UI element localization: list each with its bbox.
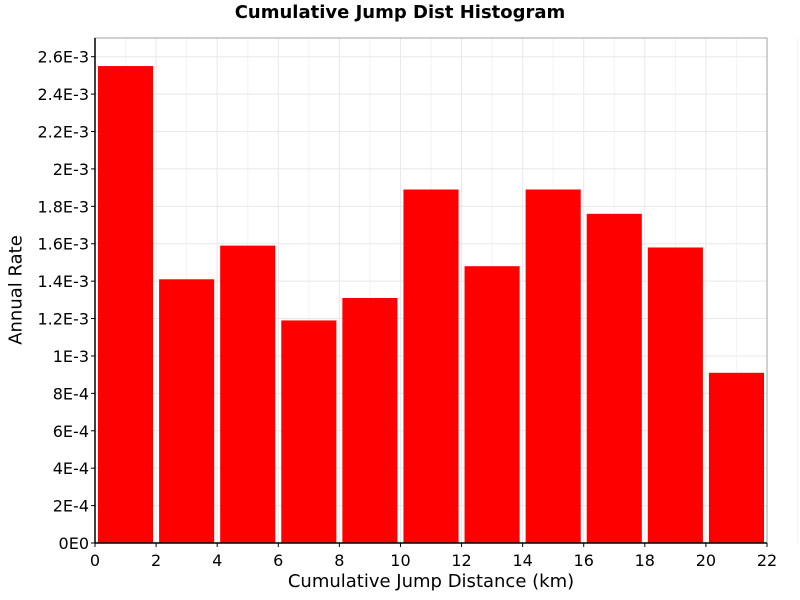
x-tick-label: 20 [696, 551, 716, 570]
y-tick-label: 8E-4 [53, 384, 89, 403]
y-tick-label: 1E-3 [53, 347, 89, 366]
y-tick-label: 0E0 [59, 534, 89, 553]
x-axis-label: Cumulative Jump Distance (km) [287, 571, 575, 592]
x-tick-label: 10 [390, 551, 410, 570]
axes: 0 2 4 6 8 10 12 14 16 18 20 22 0E0 2E-4 4E-4 6E-4 8E-4 1E… [37, 37, 777, 570]
y-tick-label: 4E-4 [53, 459, 89, 478]
y-tick-label: 1.2E-3 [37, 310, 89, 329]
bars [98, 66, 764, 544]
x-tick-label: 16 [574, 551, 594, 570]
y-tick-label: 2.2E-3 [37, 123, 89, 142]
y-tick-label: 1.6E-3 [37, 235, 89, 254]
bar-7 [525, 189, 581, 543]
y-tick-label: 6E-4 [53, 422, 89, 441]
y-axis-label: Annual Rate [5, 235, 27, 345]
x-tick-label: 8 [334, 551, 344, 570]
y-tick-label: 1.8E-3 [37, 197, 89, 216]
x-tick-label: 0 [90, 551, 100, 570]
x-tick-label: 22 [757, 551, 777, 570]
y-tick-label: 2E-3 [53, 160, 89, 179]
y-tick-label: 1.4E-3 [37, 272, 89, 291]
bar-8 [586, 213, 642, 543]
bar-10 [708, 372, 764, 543]
x-tick-label: 4 [212, 551, 222, 570]
bar-1 [159, 279, 215, 543]
bar-3 [281, 320, 337, 543]
bar-0 [98, 66, 154, 544]
x-tick-label: 12 [451, 551, 471, 570]
x-tick-label: 6 [273, 551, 283, 570]
x-tick-label: 18 [635, 551, 655, 570]
bar-4 [342, 297, 398, 543]
bar-6 [464, 266, 520, 543]
bar-5 [403, 189, 459, 543]
y-tick-label: 2.4E-3 [37, 85, 89, 104]
x-tick-label: 2 [151, 551, 161, 570]
x-tick-label: 14 [512, 551, 532, 570]
bar-9 [647, 247, 703, 543]
y-tick-label: 2.6E-3 [37, 48, 89, 67]
bar-2 [220, 245, 276, 543]
y-tick-label: 2E-4 [53, 497, 89, 516]
chart-title: Cumulative Jump Dist Histogram [234, 2, 566, 23]
